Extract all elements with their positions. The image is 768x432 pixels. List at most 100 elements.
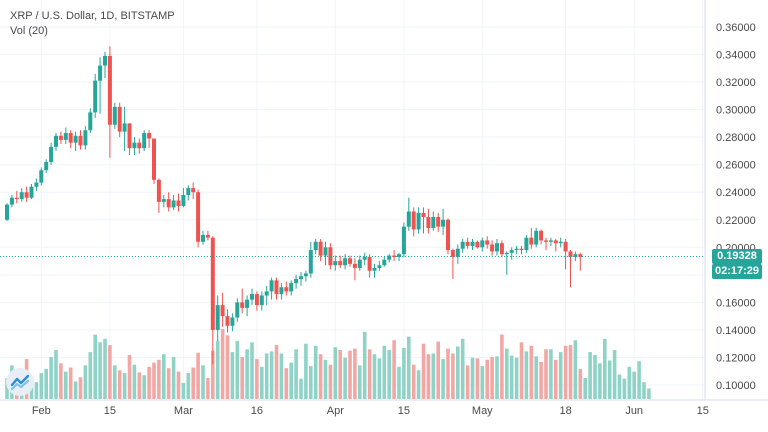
price-axis-label: 0.16000: [716, 297, 756, 309]
volume-bar: [402, 347, 406, 399]
volume-bar: [475, 358, 480, 399]
volume-bar: [436, 341, 440, 399]
volume-bar: [500, 334, 504, 399]
volume-bar: [215, 340, 220, 399]
candles: [5, 46, 583, 365]
price-axis-label: 0.26000: [716, 160, 756, 172]
last-price-tag: 0.19328: [712, 249, 762, 264]
candle-body: [357, 259, 362, 268]
candle-body: [142, 133, 147, 149]
volume-bar: [544, 349, 548, 399]
candle-body: [372, 267, 377, 271]
candle-body: [573, 254, 578, 257]
volume-bar: [470, 357, 475, 399]
time-axis-label: 15: [104, 405, 116, 417]
candle-body: [44, 161, 49, 171]
time-axis-label: May: [472, 405, 493, 417]
candle-body: [171, 200, 176, 208]
volume-bar: [299, 378, 303, 399]
candle-body: [24, 192, 29, 198]
price-axis-label: 0.36000: [716, 22, 756, 34]
tradingview-logo-icon[interactable]: [6, 368, 34, 396]
candle-body: [568, 251, 573, 257]
candle-body: [318, 241, 323, 256]
candle-body: [313, 241, 318, 251]
grid-lines: [0, 0, 705, 400]
candle-body: [446, 219, 450, 251]
candle-body: [504, 252, 509, 255]
volume-bar: [245, 349, 249, 399]
candle-body: [294, 278, 299, 284]
time-axis[interactable]: Feb 15 Mar 16 Apr 15 May 18 Jun 15: [32, 405, 709, 417]
price-axis-label: 0.32000: [716, 77, 756, 89]
volume-bars: [5, 329, 651, 399]
price-axis[interactable]: 0.36000 0.34000 0.32000 0.30000 0.28000 0.260…: [716, 22, 756, 392]
candle-body: [5, 204, 9, 220]
candle-body: [367, 256, 372, 271]
candle-body: [460, 241, 465, 249]
candle-body: [553, 240, 558, 244]
candle-body: [132, 142, 137, 149]
volume-bar: [279, 353, 284, 399]
candle-body: [470, 241, 475, 246]
price-axis-label: 0.22000: [716, 215, 756, 227]
candle-body: [176, 200, 181, 206]
volume-bar: [343, 357, 347, 399]
volume-bar: [186, 373, 191, 399]
volume-bar: [431, 353, 436, 399]
volume-bar: [142, 375, 146, 399]
volume-bar: [505, 348, 509, 399]
candle-body: [39, 170, 44, 183]
volume-bar: [333, 347, 338, 399]
volume-bar: [122, 373, 127, 399]
candle-body: [98, 65, 103, 81]
candle-body: [495, 243, 499, 252]
time-axis-label: 15: [697, 405, 709, 417]
candle-body: [166, 199, 171, 208]
volume-bar: [407, 336, 411, 399]
candle-body: [78, 135, 83, 146]
candle-body: [333, 261, 338, 266]
price-axis-label: 0.28000: [716, 132, 756, 144]
volume-bar: [225, 335, 230, 399]
candle-body: [299, 276, 303, 279]
volume-indicator-label[interactable]: Vol (20): [10, 25, 48, 37]
candle-body: [34, 182, 39, 187]
volume-bar: [49, 357, 53, 399]
volume-bar: [250, 342, 254, 399]
volume-bar: [113, 365, 117, 399]
candle-body: [19, 192, 24, 200]
candle-body: [524, 237, 529, 251]
volume-bar: [446, 348, 450, 399]
candle-body: [343, 258, 348, 266]
candle-body: [58, 135, 63, 140]
candle-body: [240, 302, 245, 308]
price-axis-label: 0.30000: [716, 105, 756, 117]
candle-body: [161, 199, 166, 202]
symbol-title[interactable]: XRP / U.S. Dollar, 1D, BITSTAMP: [10, 10, 175, 22]
volume-bar: [460, 338, 465, 399]
candle-body: [465, 241, 470, 246]
candle-body: [122, 123, 127, 132]
volume-bar: [157, 359, 161, 399]
volume-bar: [539, 361, 543, 399]
volume-bar: [127, 354, 132, 399]
candle-body: [127, 123, 132, 149]
volume-bar: [323, 359, 328, 399]
candle-body: [480, 240, 485, 248]
volume-bar: [353, 348, 357, 399]
candle-body: [250, 294, 254, 300]
candle-body: [147, 133, 152, 139]
price-axis-label: 0.34000: [716, 50, 756, 62]
candle-body: [490, 244, 495, 252]
time-axis-label: Jun: [625, 405, 643, 417]
price-axis-label: 0.14000: [716, 325, 756, 337]
candle-body: [186, 188, 191, 195]
volume-bar: [627, 366, 632, 399]
volume-bar: [490, 357, 494, 399]
candle-body: [455, 248, 460, 257]
candle-body: [475, 241, 480, 248]
volume-bar: [255, 359, 259, 399]
